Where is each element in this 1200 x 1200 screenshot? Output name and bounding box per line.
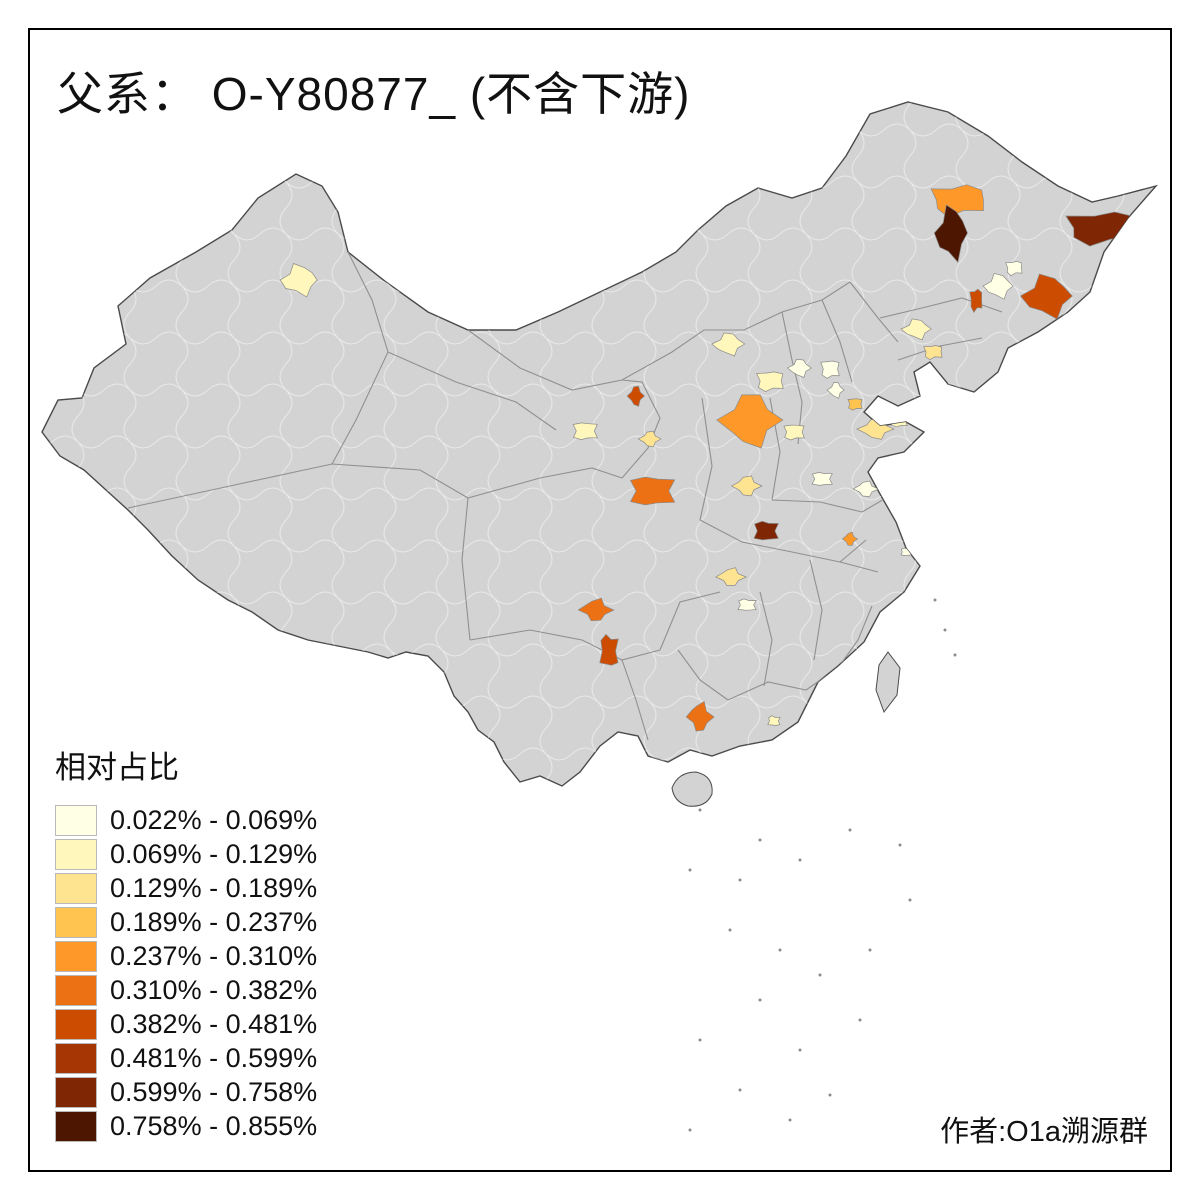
legend-swatch	[55, 838, 97, 870]
prefecture-region	[711, 332, 746, 357]
taiwan-island	[875, 651, 901, 714]
legend-swatch	[55, 872, 97, 904]
legend-label: 0.237% - 0.310%	[110, 940, 318, 971]
mainland-china	[41, 101, 1157, 787]
legend-row: 0.481% - 0.599%	[55, 1041, 395, 1075]
legend-row: 0.069% - 0.129%	[55, 837, 395, 871]
province-borders	[127, 251, 1003, 741]
legend: 相对占比 0.022% - 0.069% 0.069% - 0.129% 0.1…	[55, 742, 395, 1143]
prefecture-region	[599, 633, 619, 666]
prefecture-region	[716, 394, 784, 449]
legend-row: 0.189% - 0.237%	[55, 905, 395, 939]
legend-label: 0.129% - 0.189%	[110, 872, 318, 903]
legend-label: 0.310% - 0.382%	[110, 974, 318, 1005]
south-china-sea-islets	[688, 598, 957, 1132]
prefecture-region	[685, 700, 715, 732]
legend-row: 0.237% - 0.310%	[55, 939, 395, 973]
legend-row: 0.129% - 0.189%	[55, 871, 395, 905]
prefecture-region	[753, 520, 779, 541]
legend-swatch	[55, 804, 97, 836]
prefecture-borders-texture	[42, 102, 1156, 786]
prefecture-region	[626, 385, 646, 407]
prefecture-region	[572, 422, 598, 440]
prefecture-region	[930, 184, 984, 218]
prefecture-region	[1019, 273, 1073, 320]
hainan-island	[671, 771, 713, 807]
prefecture-region	[715, 567, 748, 586]
prefecture-region	[756, 371, 784, 392]
prefecture-region	[279, 263, 318, 298]
legend-swatch	[55, 940, 97, 972]
legend-row: 0.758% - 0.855%	[55, 1109, 395, 1143]
map-title: 父系： O-Y80877_ (不含下游)	[57, 68, 691, 120]
prefecture-region	[737, 598, 757, 611]
legend-swatch	[55, 1042, 97, 1074]
prefecture-region	[969, 288, 983, 313]
prefecture-region	[767, 715, 781, 726]
prefecture-region	[820, 360, 840, 379]
prefecture-region	[811, 472, 833, 486]
author-credit: 作者:O1a溯源群	[940, 1116, 1148, 1148]
legend-swatch	[55, 1110, 97, 1142]
legend-label: 0.382% - 0.481%	[110, 1008, 318, 1039]
legend-swatch	[55, 1076, 97, 1108]
legend-label: 0.599% - 0.758%	[110, 1076, 318, 1107]
legend-label: 0.189% - 0.237%	[110, 906, 318, 937]
prefecture-region	[923, 345, 943, 361]
prefecture-region	[783, 424, 805, 441]
prefecture-region	[933, 204, 968, 263]
legend-swatch	[55, 1008, 97, 1040]
prefecture-region	[900, 318, 932, 341]
legend-row: 0.310% - 0.382%	[55, 973, 395, 1007]
prefecture-region	[786, 358, 813, 378]
legend-label: 0.022% - 0.069%	[110, 804, 318, 835]
legend-title: 相对占比	[55, 750, 179, 785]
prefecture-region	[841, 531, 859, 546]
legend-label: 0.481% - 0.599%	[110, 1042, 318, 1073]
legend-label: 0.758% - 0.855%	[110, 1110, 318, 1141]
prefecture-region	[847, 398, 863, 411]
legend-rows: 0.022% - 0.069% 0.069% - 0.129% 0.129% -…	[55, 803, 395, 1143]
prefecture-region	[1005, 260, 1023, 277]
islands	[671, 651, 901, 807]
legend-row: 0.382% - 0.481%	[55, 1007, 395, 1041]
prefecture-region	[826, 382, 845, 399]
prefecture-region	[982, 272, 1014, 300]
prefecture-region	[577, 597, 615, 622]
legend-row: 0.599% - 0.758%	[55, 1075, 395, 1109]
legend-label: 0.069% - 0.129%	[110, 838, 318, 869]
legend-row: 0.022% - 0.069%	[55, 803, 395, 837]
legend-swatch	[55, 974, 97, 1006]
prefecture-region	[890, 415, 908, 428]
legend-swatch	[55, 906, 97, 938]
prefecture-region	[852, 480, 880, 497]
prefecture-region	[637, 430, 662, 448]
prefecture-region	[730, 475, 763, 497]
prefecture-region	[629, 476, 676, 506]
